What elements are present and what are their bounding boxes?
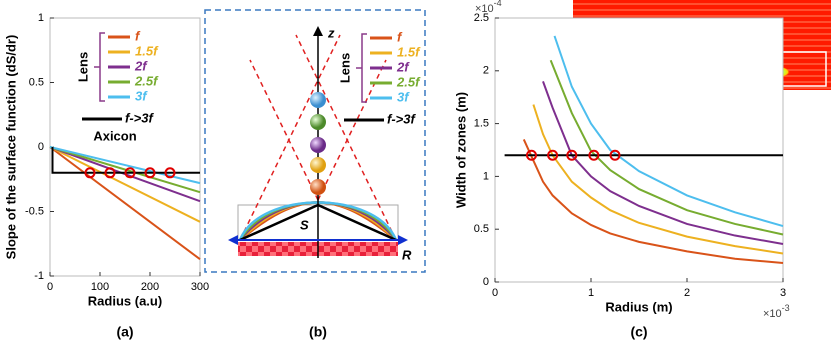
legend-label: f->3f xyxy=(387,111,416,126)
x-axis-label: Radius (a.u) xyxy=(88,293,162,308)
y-tick-label: 0 xyxy=(38,141,44,153)
marker xyxy=(124,167,136,179)
y-tick-label: -0.5 xyxy=(25,205,44,217)
legend-label: 2.5f xyxy=(134,73,159,88)
legend-label: 1.5f xyxy=(135,43,159,58)
marker xyxy=(104,167,116,179)
legend-label: 3f xyxy=(135,88,148,103)
legend-label: 2.5f xyxy=(396,74,421,89)
plot-frame xyxy=(494,17,784,283)
focal-spot xyxy=(310,179,326,195)
series-line xyxy=(49,146,201,185)
marker xyxy=(588,149,600,161)
y-tick-label: 0.5 xyxy=(474,223,489,235)
focal-spot xyxy=(310,114,326,130)
x-tick-label: 2 xyxy=(684,287,690,299)
y-tick-label: 1.5 xyxy=(474,118,489,130)
focal-spot xyxy=(310,137,326,153)
legend-bracket xyxy=(94,32,105,102)
marker xyxy=(547,149,559,161)
marker xyxy=(164,167,176,179)
legend-label: f xyxy=(397,29,403,44)
multiplier-base: ×10 xyxy=(763,308,782,320)
x-tick-label: 200 xyxy=(141,281,159,293)
series-line xyxy=(553,35,784,227)
focal-spot xyxy=(310,92,326,108)
marker xyxy=(525,149,537,161)
legend-label: 2f xyxy=(134,58,148,73)
x-tick-label: 300 xyxy=(191,281,209,293)
legend-label: 2f xyxy=(396,59,410,74)
legend-group-label: Lens xyxy=(337,53,352,83)
legend-label: f xyxy=(135,28,141,43)
series-line xyxy=(549,59,784,236)
plot-frame xyxy=(49,17,201,277)
x-tick-label: 1 xyxy=(588,287,594,299)
s-label: S xyxy=(300,217,309,232)
marker xyxy=(566,149,578,161)
multiplier-exponent: -4 xyxy=(494,0,502,8)
y-tick-label: 2.5 xyxy=(474,12,489,24)
diagram: z R S (b) xyxy=(204,9,426,340)
x-tick-label: 0 xyxy=(47,281,53,293)
marker xyxy=(84,167,96,179)
multiplier-exponent: -3 xyxy=(782,303,790,313)
y-tick-label: 1 xyxy=(483,170,489,182)
y-tick-label: 0.5 xyxy=(29,76,44,88)
marker xyxy=(609,149,621,161)
panel-label: (a) xyxy=(116,324,133,340)
legend-label: 3f xyxy=(397,89,410,104)
legend-group-label: Lens xyxy=(75,52,90,82)
series-line xyxy=(522,139,784,264)
diagram-frame xyxy=(204,9,426,273)
legend-bracket xyxy=(356,33,367,103)
series-line xyxy=(49,146,201,223)
focal-spot xyxy=(310,157,326,173)
x-tick-label: 3 xyxy=(780,287,786,299)
x-tick-label: 100 xyxy=(91,281,109,293)
r-label: R xyxy=(402,247,412,262)
legend-label: f->3f xyxy=(125,110,154,125)
z-arrowhead xyxy=(313,26,323,36)
y-axis-label: Slope of the surface function (dS/dr) xyxy=(3,35,18,260)
x-tick-label: 0 xyxy=(492,287,498,299)
series-line xyxy=(49,146,201,194)
legend-label: 1.5f xyxy=(397,44,421,59)
series-line xyxy=(532,104,784,255)
axis-multiplier: ×10-3 xyxy=(763,303,790,320)
multiplier-base: ×10 xyxy=(475,3,494,15)
y-tick-label: -1 xyxy=(34,270,44,282)
y-tick-label: 1 xyxy=(38,12,44,24)
series-line xyxy=(51,147,200,174)
y-tick-label: 2 xyxy=(483,65,489,77)
series-line xyxy=(49,146,201,261)
y-axis-label: Width of zones (m) xyxy=(453,92,468,208)
x-axis-label: Radius (m) xyxy=(605,299,672,314)
panel-label: (c) xyxy=(630,324,647,340)
series-line xyxy=(542,81,784,245)
marker xyxy=(144,167,156,179)
legend-note: Axicon xyxy=(93,128,136,143)
z-label: z xyxy=(327,25,335,40)
y-tick-label: 0 xyxy=(483,276,489,288)
axis-multiplier: ×10-4 xyxy=(475,0,502,15)
panel-label: (b) xyxy=(309,324,327,340)
